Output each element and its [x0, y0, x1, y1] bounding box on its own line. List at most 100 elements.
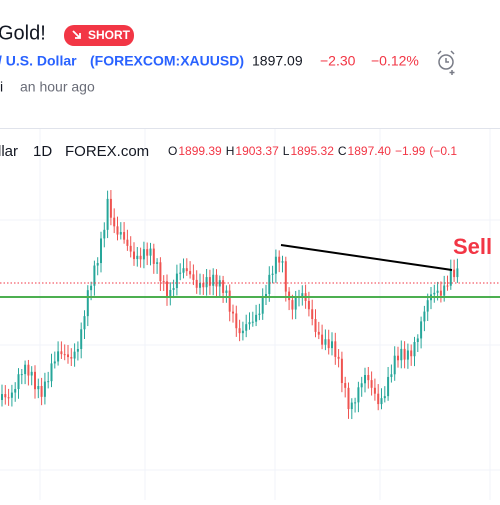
- candle-body: [73, 351, 76, 359]
- candle-body: [397, 355, 399, 361]
- candle-body: [142, 249, 145, 260]
- candle-body: [377, 393, 380, 405]
- candle-body: [350, 402, 353, 410]
- candle-body: [274, 256, 277, 274]
- candle-body: [426, 300, 429, 312]
- candle-body: [314, 319, 317, 332]
- candle-body: [436, 290, 439, 293]
- candle-body: [70, 357, 73, 359]
- candle-body: [370, 380, 373, 388]
- candle-body: [354, 402, 357, 404]
- candle-body: [228, 290, 231, 312]
- ohlc-change: −1.99: [395, 144, 426, 158]
- candle-body: [57, 351, 60, 362]
- ohlc-value: 1903.37: [235, 144, 279, 158]
- candle-body: [439, 290, 442, 296]
- candle-body: [202, 282, 205, 288]
- candle-body: [17, 374, 20, 390]
- candle-body: [86, 290, 89, 317]
- legend-source: FOREX.com: [65, 143, 149, 160]
- candle-body: [113, 217, 116, 227]
- candle-body: [212, 274, 215, 286]
- candle-body: [53, 361, 56, 364]
- candle-body: [383, 396, 386, 399]
- candle-body: [182, 268, 185, 273]
- candle-body: [241, 330, 244, 334]
- candle-body: [317, 331, 320, 335]
- candle-body: [251, 321, 254, 323]
- symbol-name[interactable]: / U.S. Dollar: [0, 53, 77, 69]
- legend-symbol: llar: [0, 143, 18, 160]
- candle-body: [126, 239, 129, 246]
- candle-body: [327, 339, 330, 349]
- candle-body: [37, 386, 40, 390]
- candle-body: [205, 277, 208, 288]
- change-pct: −0.12%: [371, 53, 419, 69]
- candle-body: [373, 387, 376, 394]
- candle-body: [271, 273, 274, 275]
- badge-icon: [72, 30, 81, 39]
- candle-body: [136, 255, 139, 260]
- candle-body: [387, 376, 390, 397]
- candle-body: [63, 354, 66, 356]
- candle-body: [129, 245, 132, 252]
- candle-body: [199, 282, 201, 288]
- candle-body: [456, 268, 459, 278]
- candle-body: [360, 383, 363, 388]
- candle-body: [116, 226, 119, 235]
- candle-body: [288, 291, 291, 301]
- candle-body: [294, 297, 297, 310]
- sell-annotation: Sell: [453, 234, 492, 259]
- candle-body: [367, 374, 370, 381]
- candle-body: [357, 387, 360, 403]
- candles: [1, 190, 459, 420]
- grid: [0, 129, 500, 500]
- candle-body: [232, 311, 234, 314]
- candle-body: [27, 364, 30, 376]
- candle-body: [208, 277, 211, 286]
- candle-body: [423, 311, 426, 322]
- candle-body: [7, 397, 10, 399]
- candle-body: [195, 279, 198, 288]
- candle-body: [169, 289, 172, 297]
- candle-body: [215, 274, 218, 287]
- legend-interval: 1D: [33, 143, 52, 160]
- symbol-ticker[interactable]: (FOREXCOM:XAUUSD): [90, 53, 244, 69]
- badge-text: SHORT: [88, 28, 131, 42]
- candle-body: [100, 238, 102, 264]
- candle-body: [139, 255, 142, 260]
- candle-body: [175, 273, 178, 289]
- candle-body: [311, 309, 314, 320]
- alert-icon[interactable]: [437, 50, 455, 75]
- candle-body: [47, 381, 50, 383]
- candle-body: [400, 348, 403, 361]
- candle-body: [301, 293, 304, 298]
- ohlc-key: O: [168, 144, 177, 158]
- candle-body: [30, 371, 33, 376]
- candle-body: [261, 297, 264, 314]
- candle-body: [248, 322, 251, 325]
- candle-body: [76, 349, 79, 352]
- candle-body: [265, 293, 267, 298]
- candle-body: [278, 256, 281, 263]
- candle-body: [133, 251, 135, 260]
- candle-body: [20, 374, 23, 376]
- candle-body: [162, 281, 165, 283]
- candle-body: [189, 271, 192, 275]
- candle-body: [156, 262, 159, 264]
- candle-body: [225, 290, 228, 293]
- candle-body: [235, 313, 238, 329]
- candle-body: [416, 338, 419, 342]
- candle-body: [433, 292, 436, 295]
- candle-body: [340, 358, 343, 384]
- candle-body: [80, 329, 83, 350]
- short-badge: [64, 25, 134, 46]
- candle-body: [14, 389, 17, 393]
- candle-body: [185, 268, 188, 272]
- candle-body: [390, 374, 393, 377]
- author-name[interactable]: i: [0, 79, 3, 95]
- candle-body: [413, 341, 416, 357]
- candle-body: [334, 341, 337, 357]
- ohlc-key: H: [226, 144, 235, 158]
- candle-body: [4, 394, 7, 398]
